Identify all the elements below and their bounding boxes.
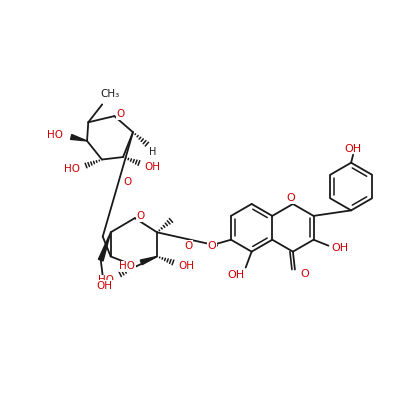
- Text: O: O: [286, 193, 295, 203]
- Text: HO: HO: [98, 275, 114, 285]
- Text: O: O: [300, 270, 309, 280]
- Text: O: O: [116, 109, 124, 119]
- Text: O: O: [208, 241, 216, 251]
- Polygon shape: [140, 256, 157, 265]
- Text: O: O: [184, 241, 192, 251]
- Text: H: H: [149, 147, 156, 157]
- Text: OH: OH: [97, 281, 113, 291]
- Text: OH: OH: [332, 243, 349, 253]
- Text: OH: OH: [227, 270, 244, 280]
- Polygon shape: [98, 232, 111, 261]
- Text: HO: HO: [119, 261, 135, 271]
- Text: OH: OH: [179, 261, 195, 271]
- Text: OH: OH: [344, 144, 362, 154]
- Text: O: O: [124, 178, 132, 188]
- Text: O: O: [137, 211, 145, 221]
- Text: OH: OH: [145, 162, 161, 172]
- Text: CH₃: CH₃: [100, 90, 120, 100]
- Text: HO: HO: [64, 164, 80, 174]
- Polygon shape: [70, 134, 87, 141]
- Text: HO: HO: [47, 130, 63, 140]
